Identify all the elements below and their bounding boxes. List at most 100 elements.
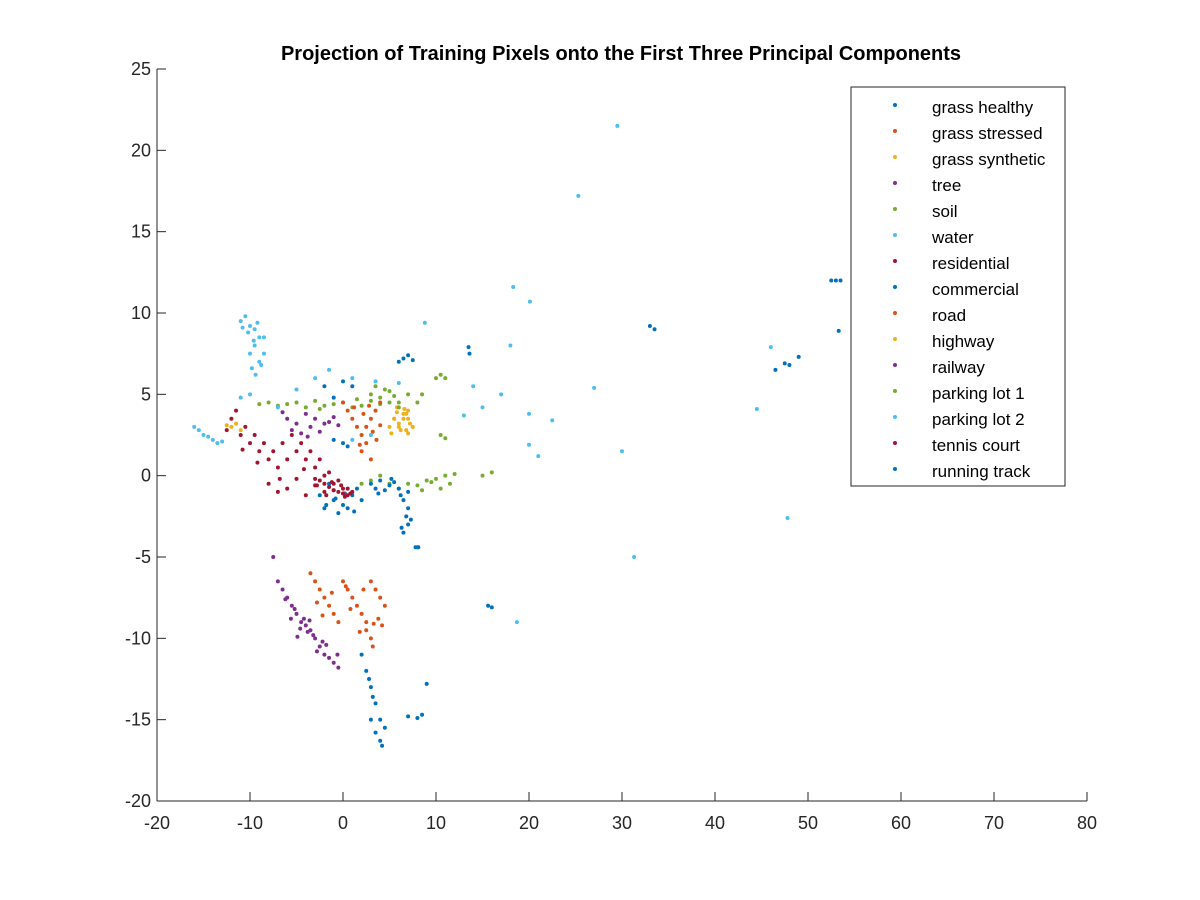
data-point [303, 411, 308, 416]
data-point [322, 384, 327, 389]
data-point [354, 397, 359, 402]
y-tick-label: 25 [131, 59, 151, 79]
data-point [299, 431, 304, 436]
data-point [838, 278, 843, 283]
data-point [364, 628, 369, 633]
data-point [415, 483, 420, 488]
data-point [240, 447, 245, 452]
data-point [373, 384, 378, 389]
data-point [317, 644, 322, 649]
data-point [396, 421, 401, 426]
data-point [248, 324, 252, 329]
data-point [376, 491, 381, 496]
legend-label: commercial [932, 280, 1019, 299]
legend-marker [893, 129, 897, 133]
data-point [350, 384, 355, 389]
data-point [317, 457, 322, 462]
data-point [387, 389, 392, 394]
data-point [354, 486, 359, 491]
data-point [406, 431, 411, 436]
data-point [527, 411, 531, 416]
data-point [514, 620, 519, 625]
legend-marker [893, 311, 897, 315]
data-point [341, 441, 345, 446]
data-point [341, 486, 345, 491]
data-point [303, 493, 308, 498]
data-point [248, 441, 252, 446]
data-point [768, 345, 773, 350]
data-point [406, 714, 411, 719]
data-point [283, 597, 288, 602]
y-tick-label: -10 [125, 628, 151, 648]
data-point [352, 405, 357, 410]
data-point [345, 444, 350, 449]
legend-item-water: water [893, 228, 974, 247]
data-point [368, 481, 373, 486]
data-point [327, 485, 332, 490]
legend-item-tree: tree [893, 176, 961, 195]
data-point [550, 418, 555, 423]
data-point [367, 677, 372, 681]
data-point [350, 416, 355, 421]
data-point [280, 587, 285, 592]
legend-label: soil [932, 202, 958, 221]
data-point [785, 515, 790, 520]
data-point [434, 376, 438, 381]
data-point [359, 403, 364, 408]
data-point [378, 595, 383, 600]
data-point [322, 652, 327, 657]
data-point [301, 467, 306, 472]
data-point [336, 423, 341, 428]
data-point [277, 476, 282, 481]
data-point [410, 358, 415, 363]
data-point [341, 491, 345, 496]
data-point [387, 424, 392, 429]
data-point [536, 454, 541, 459]
data-point [402, 406, 407, 411]
data-point [350, 595, 355, 600]
data-point [361, 411, 366, 416]
data-point [632, 555, 637, 559]
y-tick-label: 15 [131, 222, 151, 242]
data-point [345, 408, 350, 413]
data-point [387, 483, 392, 488]
data-point [248, 392, 252, 397]
data-point [429, 480, 434, 485]
data-point [389, 431, 394, 436]
data-point [329, 590, 334, 595]
data-point [350, 437, 355, 442]
data-point [294, 387, 299, 392]
legend-label: grass stressed [932, 124, 1043, 143]
y-tick-label: 10 [131, 303, 151, 323]
data-point [196, 428, 201, 433]
data-point [829, 278, 834, 283]
data-point [368, 433, 373, 437]
data-point [192, 424, 197, 429]
data-point [511, 284, 516, 289]
data-point [396, 359, 401, 364]
series-road [341, 400, 383, 462]
data-point [243, 314, 248, 319]
data-point [313, 416, 318, 421]
data-point [313, 376, 318, 381]
legend-box [850, 86, 1066, 487]
data-point [327, 655, 332, 660]
data-point [422, 320, 427, 325]
data-point [324, 642, 329, 647]
data-point [364, 668, 369, 673]
data-point [257, 449, 262, 454]
data-point [392, 416, 397, 421]
series-residential [224, 408, 355, 498]
data-point [368, 478, 373, 483]
data-point [341, 502, 345, 507]
data-point [280, 410, 285, 415]
data-point [434, 476, 438, 481]
legend-item-parking-lot-2: parking lot 2 [893, 410, 1025, 429]
data-point [410, 424, 415, 429]
legend-label: tennis court [932, 436, 1020, 455]
data-point [406, 481, 411, 486]
data-point [466, 345, 471, 350]
data-point [368, 685, 373, 690]
data-point [380, 743, 385, 748]
